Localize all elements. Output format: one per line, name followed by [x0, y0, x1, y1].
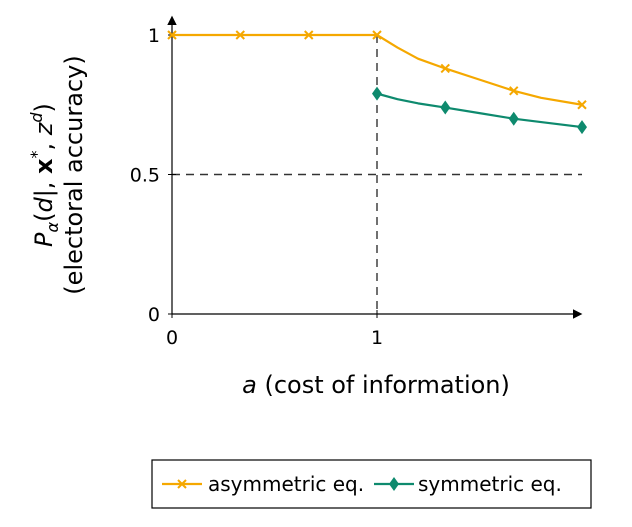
legend: asymmetric eq. symmetric eq.: [151, 459, 592, 509]
data-point-0: [235, 30, 245, 40]
y-axis-title: Pα(d|, x*, zd) (electoral accuracy): [27, 55, 88, 294]
data-point-0: [372, 30, 382, 40]
x-axis-title: a (cost of information): [242, 371, 510, 399]
x-axis-title-variable: a: [242, 371, 257, 399]
y-tick-label: 1: [148, 25, 160, 47]
data-point-0: [304, 30, 314, 40]
legend-box: [151, 459, 592, 509]
x-axis-title-text: (cost of information): [257, 371, 510, 399]
tick-group: 0 1 0 0.5 1: [130, 25, 383, 349]
y-axis-title-line2: (electoral accuracy): [60, 55, 88, 294]
y-tick-label: 0: [148, 304, 160, 326]
data-point-0: [167, 30, 177, 40]
data-point-0: [577, 100, 587, 110]
series-layer: [167, 30, 587, 135]
legend-marker-symmetric: [389, 477, 399, 491]
y-axis-title-line1: Pα(d|, x*, zd): [27, 103, 62, 247]
data-point-1: [508, 111, 519, 126]
legend-marker-asymmetric: [177, 479, 187, 489]
legend-label-symmetric: symmetric eq.: [418, 472, 562, 496]
data-point-1: [577, 120, 587, 135]
legend-label-asymmetric: asymmetric eq.: [208, 472, 364, 496]
y-tick-label: 0.5: [130, 165, 160, 187]
data-point-1: [372, 86, 382, 101]
x-tick-label: 1: [371, 327, 383, 349]
x-tick-label: 0: [166, 327, 178, 349]
data-point-1: [440, 100, 451, 115]
data-point-0: [509, 86, 519, 96]
data-point-0: [440, 63, 450, 74]
series-line-1: [376, 92, 583, 129]
